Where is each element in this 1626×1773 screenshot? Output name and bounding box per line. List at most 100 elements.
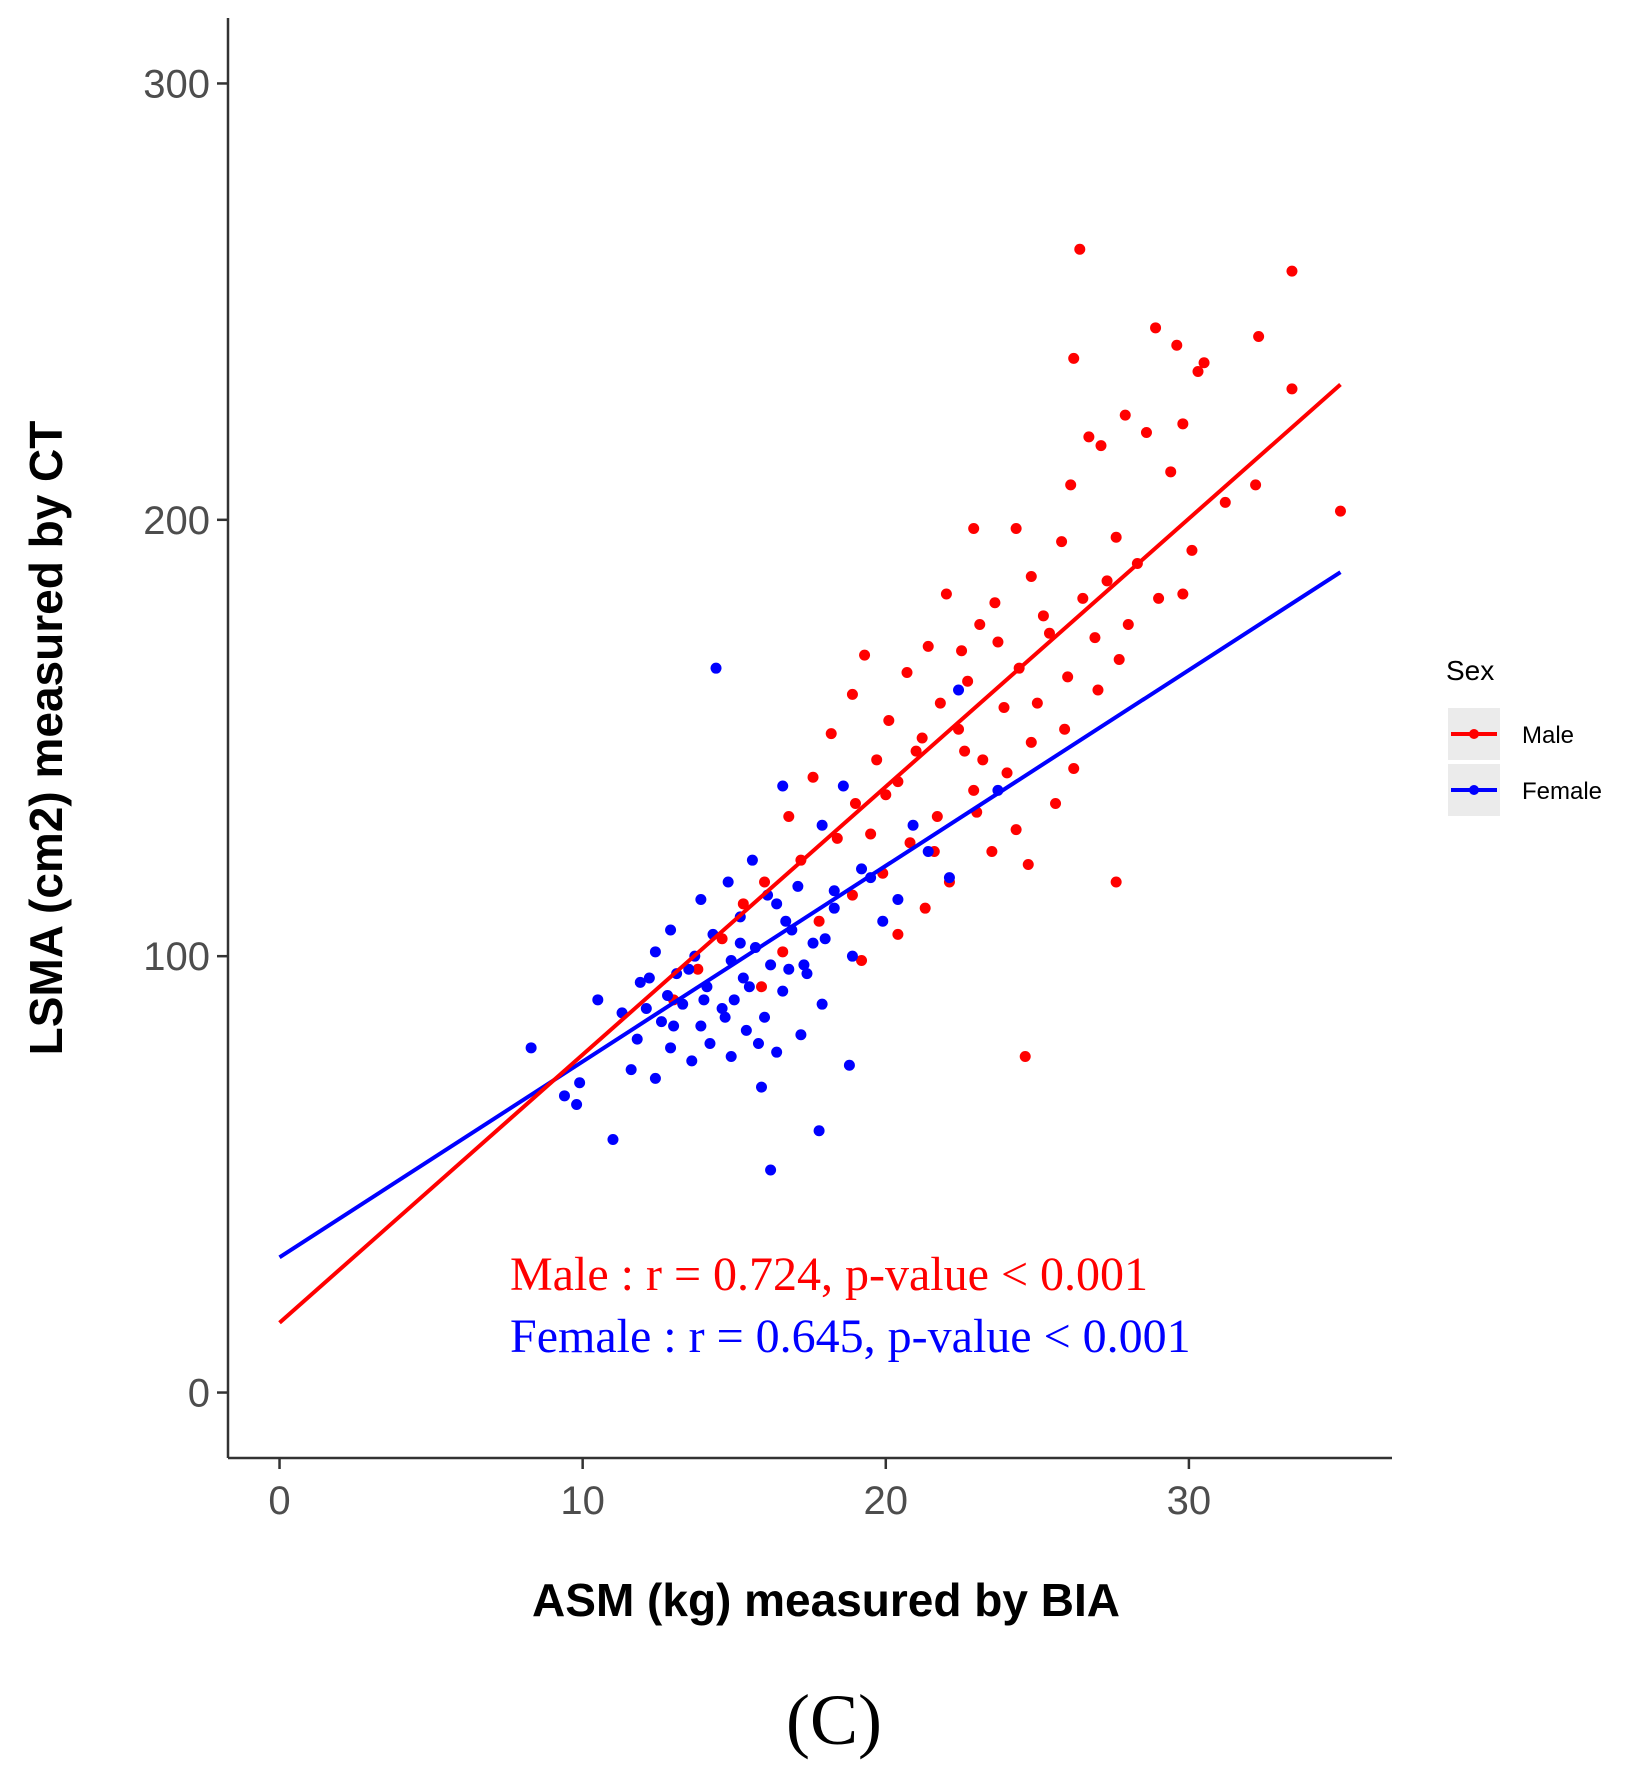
- data-point-female: [677, 998, 689, 1010]
- data-point-female: [777, 985, 789, 997]
- fit-line-female: [278, 570, 1342, 1259]
- data-point-male: [1062, 671, 1074, 683]
- data-point-male: [1025, 571, 1037, 583]
- data-point-male: [865, 828, 877, 840]
- data-point-male: [968, 784, 980, 796]
- y-tick-label: 300: [143, 62, 210, 106]
- data-point-male: [1065, 479, 1077, 491]
- data-point-male: [1253, 331, 1265, 343]
- data-point-female: [746, 854, 758, 866]
- legend-point-male: [1469, 729, 1479, 739]
- data-point-female: [843, 1059, 855, 1071]
- data-point-female: [625, 1064, 637, 1076]
- data-point-male: [1198, 357, 1210, 369]
- data-point-female: [719, 1011, 731, 1023]
- data-point-male: [1095, 440, 1107, 452]
- data-point-male: [974, 619, 986, 631]
- data-point-female: [558, 1090, 570, 1102]
- data-point-female: [662, 989, 674, 1001]
- legend-label-female: Female: [1522, 778, 1602, 805]
- data-point-male: [1043, 627, 1055, 639]
- data-point-male: [1122, 619, 1134, 631]
- data-point-male: [1001, 767, 1013, 779]
- data-point-male: [759, 876, 771, 888]
- data-point-female: [813, 1125, 825, 1137]
- y-tick-label: 0: [188, 1372, 210, 1416]
- data-point-male: [692, 963, 704, 975]
- data-point-female: [695, 1020, 707, 1032]
- data-point-male: [831, 832, 843, 844]
- data-point-female: [592, 994, 604, 1006]
- data-point-female: [640, 1003, 652, 1015]
- data-point-female: [607, 1133, 619, 1145]
- data-point-female: [877, 915, 889, 927]
- data-point-female: [574, 1077, 586, 1089]
- data-point-male: [934, 697, 946, 709]
- data-point-male: [813, 915, 825, 927]
- data-point-male: [956, 645, 968, 657]
- y-tick-label: 100: [143, 935, 210, 979]
- data-point-female: [710, 662, 722, 674]
- data-point-female: [780, 915, 792, 927]
- data-point-male: [1119, 409, 1131, 421]
- data-point-male: [989, 597, 1001, 609]
- data-point-female: [801, 968, 813, 980]
- data-point-female: [698, 994, 710, 1006]
- data-point-female: [631, 1033, 643, 1045]
- data-point-female: [771, 898, 783, 910]
- data-point-male: [1010, 523, 1022, 535]
- data-point-female: [777, 780, 789, 792]
- data-point-female: [695, 893, 707, 905]
- data-point-male: [904, 837, 916, 849]
- data-point-female: [807, 937, 819, 949]
- female-correlation-annotation: Female : r = 0.645, p-value < 0.001: [510, 1310, 1191, 1363]
- data-point-female: [892, 893, 904, 905]
- data-point-male: [922, 640, 934, 652]
- data-point-male: [1192, 365, 1204, 377]
- data-point-female: [737, 972, 749, 984]
- data-point-male: [931, 811, 943, 823]
- data-point-male: [1010, 824, 1022, 836]
- data-point-male: [1068, 352, 1080, 364]
- data-point-male: [1019, 1051, 1031, 1063]
- x-ticks: 0 10 20 30: [268, 1458, 1211, 1523]
- data-point-female: [649, 1072, 661, 1084]
- data-point-female: [704, 1037, 716, 1049]
- data-point-female: [771, 1046, 783, 1058]
- data-point-female: [798, 959, 810, 971]
- data-point-male: [1025, 736, 1037, 748]
- data-point-female: [795, 1029, 807, 1041]
- data-point-male: [1022, 859, 1034, 871]
- data-point-male: [1286, 265, 1298, 277]
- data-point-female: [828, 885, 840, 897]
- y-axis-title: LSMA (cm2) measured by CT: [20, 421, 72, 1056]
- data-point-male: [940, 588, 952, 600]
- data-point-male: [846, 688, 858, 700]
- plot-area: 0 100 200 300 0 10 20 30: [143, 18, 1392, 1523]
- data-point-female: [571, 1099, 583, 1111]
- data-point-male: [919, 902, 931, 914]
- data-point-male: [777, 946, 789, 958]
- data-point-female: [743, 981, 755, 993]
- data-point-female: [816, 819, 828, 831]
- data-point-female: [725, 1051, 737, 1063]
- x-tick-label: 30: [1167, 1479, 1212, 1523]
- data-point-male: [901, 667, 913, 679]
- data-point-male: [846, 889, 858, 901]
- data-point-male: [1286, 383, 1298, 395]
- data-point-female: [740, 1024, 752, 1036]
- data-point-male: [1334, 505, 1346, 517]
- legend-entry-female: Female: [1448, 764, 1602, 816]
- data-point-male: [1083, 431, 1095, 443]
- data-point-female: [722, 876, 734, 888]
- x-tick-label: 0: [268, 1479, 290, 1523]
- data-point-male: [883, 715, 895, 727]
- data-point-female: [819, 933, 831, 945]
- data-point-female: [828, 902, 840, 914]
- data-point-male: [910, 745, 922, 757]
- data-point-male: [807, 771, 819, 783]
- data-point-male: [1177, 418, 1189, 430]
- data-point-male: [1177, 588, 1189, 600]
- points-layer: [525, 243, 1346, 1176]
- data-point-male: [1150, 322, 1162, 334]
